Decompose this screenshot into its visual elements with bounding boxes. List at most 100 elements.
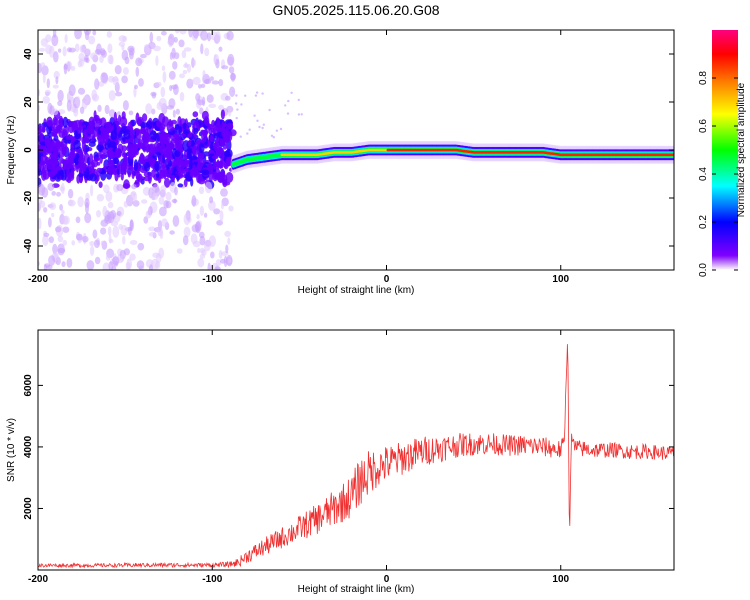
heatmap-cell bbox=[57, 124, 62, 132]
heatmap-cell bbox=[137, 173, 143, 183]
heatmap-cell bbox=[40, 62, 46, 68]
heatmap-cell bbox=[204, 181, 213, 194]
heatmap-cell bbox=[109, 238, 114, 243]
snr-series-line bbox=[38, 344, 674, 569]
heatmap-cell bbox=[197, 247, 201, 254]
heatmap-cell bbox=[45, 34, 52, 43]
heatmap-cell bbox=[268, 108, 271, 112]
heatmap-cell bbox=[60, 169, 67, 181]
heatmap-cell bbox=[200, 43, 204, 55]
heatmap-cell bbox=[144, 161, 151, 172]
heatmap-cell bbox=[218, 250, 223, 259]
heatmap-cell bbox=[145, 210, 152, 219]
heatmap-cell bbox=[74, 130, 78, 138]
heatmap-cell bbox=[116, 168, 120, 175]
heatmap-cell bbox=[215, 122, 221, 131]
heatmap-cell bbox=[159, 206, 167, 217]
heatmap-cell bbox=[240, 103, 243, 106]
heatmap-cell bbox=[109, 54, 114, 65]
heatmap-cell bbox=[178, 39, 185, 48]
heatmap-cell bbox=[115, 150, 122, 159]
heatmap-cell bbox=[53, 51, 59, 63]
heatmap-cell bbox=[284, 104, 287, 107]
heatmap-cell bbox=[213, 132, 220, 139]
heatmap-cell bbox=[228, 66, 235, 74]
heatmap-cell bbox=[122, 235, 126, 245]
heatmap-cell bbox=[94, 78, 100, 90]
heatmap-cell bbox=[147, 172, 152, 184]
heatmap-cell bbox=[182, 69, 188, 75]
heatmap-cell bbox=[162, 71, 167, 83]
heatmap-cell bbox=[300, 113, 303, 116]
heatmap-cell bbox=[90, 52, 98, 60]
heatmap-cell bbox=[143, 44, 150, 52]
heatmap-cell bbox=[253, 114, 256, 117]
heatmap-cell bbox=[48, 236, 54, 244]
heatmap-cell bbox=[61, 144, 67, 153]
heatmap-cell bbox=[286, 112, 290, 115]
heatmap-cell bbox=[89, 240, 95, 247]
heatmap-cell bbox=[41, 169, 47, 181]
heatmap-cell bbox=[200, 30, 209, 41]
heatmap-cell bbox=[197, 99, 205, 106]
heatmap-cell bbox=[120, 224, 128, 236]
heatmap-cell bbox=[208, 103, 217, 109]
heatmap-cell bbox=[114, 65, 122, 75]
heatmap-cell bbox=[110, 129, 118, 141]
heatmap-cell bbox=[81, 139, 86, 152]
heatmap-cell bbox=[178, 125, 182, 136]
y-tick-label: 2000 bbox=[23, 497, 34, 520]
heatmap-cell bbox=[149, 130, 157, 141]
heatmap-cell bbox=[170, 174, 176, 182]
heatmap-cell bbox=[38, 104, 41, 112]
heatmap-cell bbox=[155, 81, 162, 87]
heatmap-cell bbox=[103, 130, 110, 140]
heatmap-cell bbox=[126, 165, 131, 171]
heatmap-cell bbox=[71, 240, 75, 246]
heatmap-cell bbox=[166, 173, 172, 178]
heatmap-cell bbox=[88, 35, 96, 45]
heatmap-cell bbox=[204, 116, 210, 127]
heatmap-cell bbox=[48, 217, 52, 228]
heatmap-cell bbox=[120, 172, 124, 181]
heatmap-cell bbox=[128, 110, 134, 116]
heatmap-cell bbox=[177, 183, 184, 188]
heatmap-cell bbox=[131, 170, 135, 180]
heatmap-cell bbox=[199, 107, 204, 115]
heatmap-cell bbox=[145, 103, 153, 115]
heatmap-cell bbox=[161, 65, 166, 71]
heatmap-cell bbox=[158, 196, 165, 205]
heatmap-cell bbox=[195, 93, 201, 102]
heatmap-cell bbox=[189, 155, 198, 161]
heatmap-cell bbox=[91, 89, 97, 101]
heatmap-cell bbox=[172, 109, 176, 118]
heatmap-cell bbox=[62, 116, 69, 128]
heatmap-cell bbox=[53, 118, 60, 126]
heatmap-cell bbox=[93, 239, 100, 248]
colorbar-tick-label: 0.2 bbox=[698, 215, 709, 229]
heatmap-cell bbox=[90, 184, 94, 197]
heatmap-cell bbox=[208, 153, 216, 163]
heatmap-cell bbox=[142, 113, 148, 122]
heatmap-cell bbox=[107, 165, 116, 176]
heatmap-cell bbox=[212, 172, 219, 180]
heatmap-cell bbox=[183, 47, 192, 52]
heatmap-cell bbox=[256, 119, 259, 123]
heatmap-cell bbox=[84, 212, 92, 224]
heatmap-cell bbox=[174, 150, 181, 158]
heatmap-cell bbox=[97, 134, 105, 145]
heatmap-cell bbox=[129, 125, 134, 138]
x-tick-label: 100 bbox=[552, 574, 569, 585]
heatmap-cell bbox=[77, 196, 84, 208]
heatmap-cell bbox=[155, 55, 159, 66]
heatmap-cell bbox=[83, 30, 92, 36]
heatmap-cell bbox=[74, 43, 80, 52]
heatmap-cell bbox=[105, 253, 111, 261]
heatmap-cell bbox=[213, 208, 221, 215]
heatmap-cell bbox=[171, 159, 179, 165]
heatmap-cell bbox=[156, 120, 160, 128]
heatmap-cell bbox=[92, 30, 97, 36]
heatmap-cell bbox=[234, 102, 238, 105]
heatmap-cell bbox=[128, 47, 135, 56]
